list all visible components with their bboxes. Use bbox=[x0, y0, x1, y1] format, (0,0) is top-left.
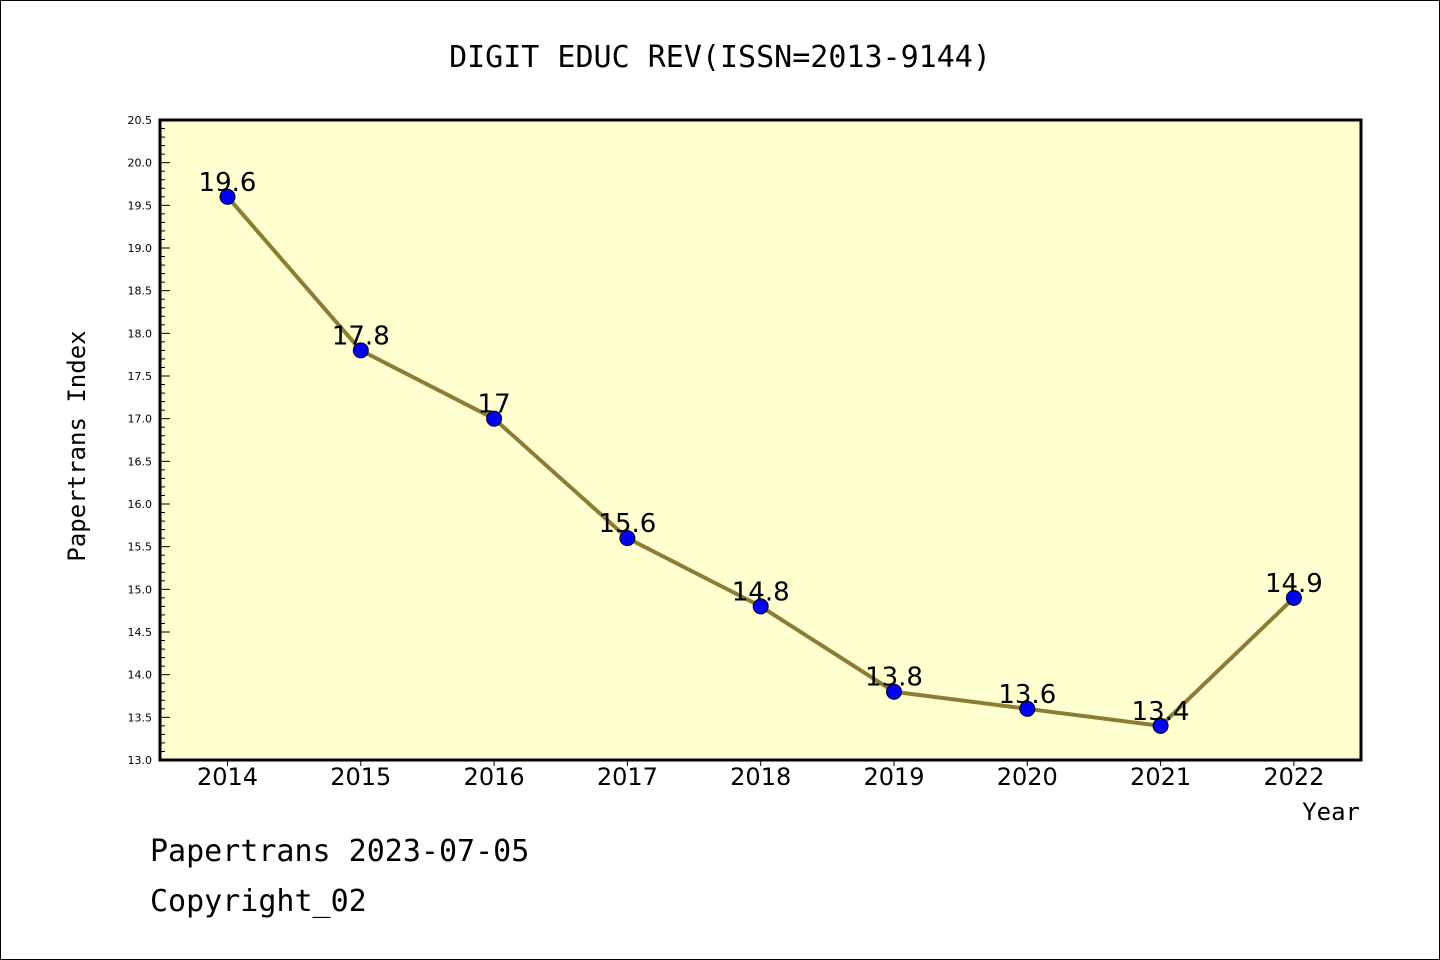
x-tick-label: 2014 bbox=[197, 763, 258, 791]
plot-area bbox=[160, 120, 1361, 760]
x-tick-label: 2022 bbox=[1263, 763, 1324, 791]
data-label: 13.6 bbox=[998, 680, 1056, 710]
x-tick-label: 2020 bbox=[997, 763, 1058, 791]
data-point bbox=[886, 683, 902, 700]
data-point bbox=[1285, 589, 1302, 606]
data-point bbox=[1019, 700, 1036, 717]
x-axis-label: Year bbox=[1302, 798, 1360, 826]
x-axis-ticks: 2014 2015 2016 2017 2018 2019 2020 2021 2022 bbox=[197, 760, 1324, 791]
y-tick-label: 14.5 bbox=[128, 626, 153, 639]
footer-copyright: Copyright_02 bbox=[150, 884, 367, 919]
chart-title: DIGIT EDUC REV(ISSN=2013-9144) bbox=[449, 40, 991, 75]
y-tick-label: 15.0 bbox=[128, 583, 153, 596]
x-tick-label: 2021 bbox=[1130, 763, 1191, 791]
y-tick-label: 16.0 bbox=[128, 498, 153, 511]
data-point bbox=[486, 410, 503, 427]
footer-source: Papertrans 2023-07-05 bbox=[150, 834, 530, 869]
y-axis-label: Papertrans Index bbox=[63, 330, 91, 561]
data-label: 19.6 bbox=[199, 168, 257, 198]
x-tick-label: 2015 bbox=[330, 763, 391, 791]
y-axis-ticks: 13.0 13.5 14.0 14.5 15.0 15.5 16.0 16.5 17.0 17.5… bbox=[128, 114, 170, 767]
data-labels: 19.6 17.8 17 15.6 14.8 13.8 13.6 13.4 14.9 bbox=[199, 168, 1323, 727]
y-tick-label: 13.0 bbox=[128, 754, 153, 767]
data-label: 17.8 bbox=[332, 321, 390, 351]
data-label: 15.6 bbox=[598, 509, 656, 539]
y-tick-label: 20.0 bbox=[128, 157, 153, 170]
x-tick-label: 2019 bbox=[863, 763, 924, 791]
data-point bbox=[619, 530, 636, 547]
data-label: 14.8 bbox=[732, 577, 790, 607]
y-tick-label: 15.5 bbox=[128, 541, 153, 554]
y-tick-label: 19.5 bbox=[128, 199, 153, 212]
x-tick-label: 2018 bbox=[730, 763, 791, 791]
series-markers bbox=[219, 188, 1302, 734]
y-tick-label: 16.5 bbox=[128, 455, 153, 468]
data-label: 13.8 bbox=[865, 663, 923, 693]
plot-border bbox=[158, 118, 1363, 762]
data-point bbox=[352, 342, 369, 359]
y-tick-label: 17.0 bbox=[128, 413, 153, 426]
y-tick-label: 20.5 bbox=[128, 114, 153, 127]
data-point bbox=[219, 188, 236, 205]
data-label: 17 bbox=[478, 390, 511, 420]
y-tick-label: 18.0 bbox=[128, 327, 153, 340]
y-tick-label: 19.0 bbox=[128, 242, 153, 255]
y-tick-label: 17.5 bbox=[128, 370, 153, 383]
y-tick-label: 18.5 bbox=[128, 285, 153, 298]
data-point bbox=[1152, 717, 1169, 734]
y-tick-label: 14.0 bbox=[128, 669, 153, 682]
data-label: 14.9 bbox=[1265, 569, 1323, 599]
data-label: 13.4 bbox=[1132, 697, 1190, 727]
x-tick-label: 2016 bbox=[464, 763, 525, 791]
y-tick-label: 13.5 bbox=[128, 711, 153, 724]
data-point bbox=[752, 598, 769, 615]
x-tick-label: 2017 bbox=[597, 763, 658, 791]
